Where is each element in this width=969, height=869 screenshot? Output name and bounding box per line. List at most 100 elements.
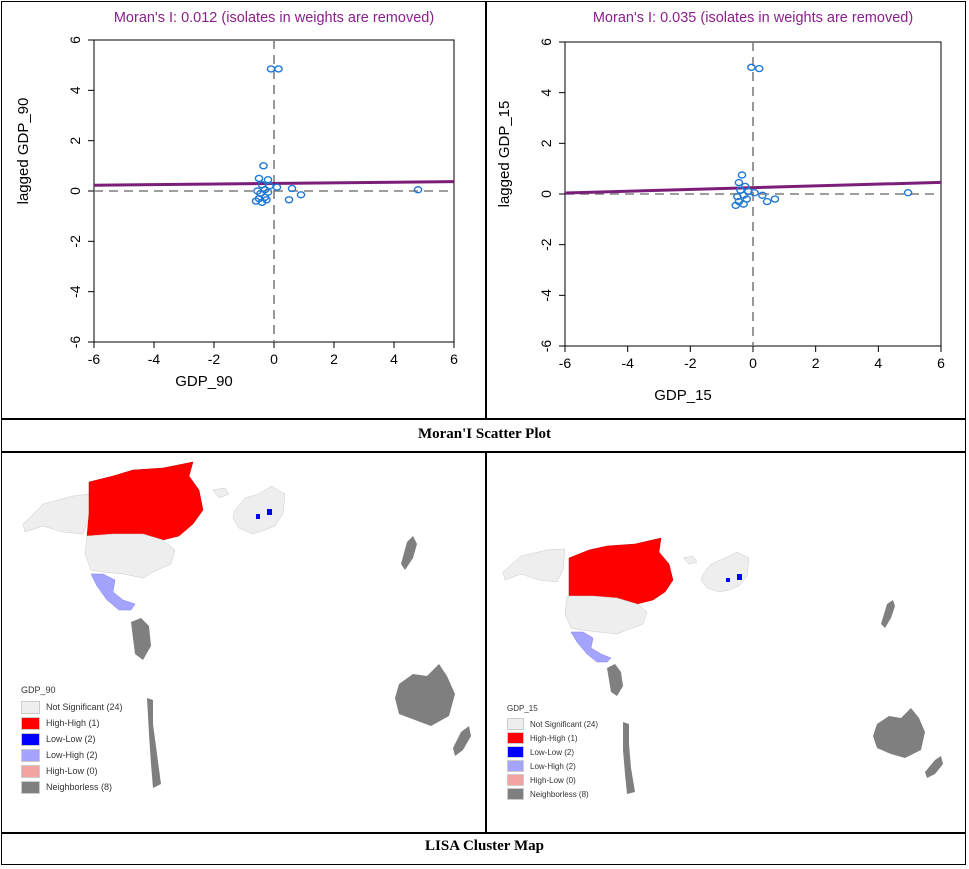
legend-swatch [21, 732, 40, 746]
low-low-region [267, 509, 272, 515]
divider-bottom [485, 451, 487, 832]
data-point [762, 197, 772, 206]
data-point [731, 201, 741, 210]
mexico-region [90, 573, 136, 611]
data-point [754, 64, 764, 73]
divider-caption-bottom [1, 451, 966, 453]
legend-label: Neighborless (8) [46, 782, 113, 792]
japan-region [401, 536, 417, 570]
y-axis-label: lagged GDP_15 [496, 101, 513, 208]
legend-item: Neighborless (8) [21, 779, 123, 795]
x-tick-label: -6 [559, 355, 572, 371]
x-tick-label: -6 [88, 351, 101, 367]
legend-swatch [21, 716, 40, 730]
x-tick-label: -2 [684, 355, 697, 371]
x-tick-label: 6 [450, 351, 458, 367]
data-point [284, 196, 294, 204]
greenland-region [212, 487, 230, 499]
alaska-region [22, 493, 92, 535]
new-zealand-region [453, 726, 471, 756]
map-legend: GDP_90 Not Significant (24) High-High (1… [21, 685, 123, 795]
usa-region [564, 595, 648, 635]
legend-item: High-High (1) [507, 731, 598, 745]
usa-region [84, 533, 176, 579]
divider-top [485, 1, 487, 419]
y-tick-label: 6 [538, 38, 554, 46]
map-svg-gdp15 [502, 537, 943, 794]
legend-item: Not Significant (24) [507, 717, 598, 731]
data-point [413, 186, 423, 194]
new-zealand-region [925, 756, 943, 778]
data-point [758, 191, 767, 199]
moran-scatter-gdp90: -6 -4 -2 0 2 4 6 -6 -4 -2 0 2 4 6 Moran's I: 0.012 (is… [4, 4, 482, 416]
low-low-region [737, 574, 742, 580]
lisa-map-gdp15: GDP_15 Not Significant (24) High-High (1… [489, 454, 963, 830]
scatter-svg-gdp90: -6 -4 -2 0 2 4 6 -6 -4 -2 0 2 4 6 Moran's I: 0.012 (is… [15, 10, 458, 390]
japan-region [881, 600, 895, 628]
x-axis-label: GDP_15 [654, 387, 712, 404]
x-tick-label: 0 [749, 355, 757, 371]
regression-line [93, 180, 455, 187]
legend-label: High-Low (0) [46, 766, 98, 776]
legend-label: High-Low (0) [530, 775, 576, 785]
y-tick-label: 4 [538, 89, 554, 97]
legend-swatch [507, 746, 524, 758]
legend-label: Low-High (2) [46, 750, 98, 760]
canada-region [86, 461, 204, 541]
x-tick-label: -2 [208, 351, 221, 367]
scatter-caption: Moran'I Scatter Plot [417, 426, 552, 442]
legend-label: Low-Low (2) [530, 747, 575, 757]
plot-title: Moran's I: 0.035 (isolates in weights ar… [593, 10, 913, 26]
y-tick-label: -4 [67, 285, 83, 298]
data-point [296, 191, 306, 199]
legend-swatch [21, 700, 40, 714]
data-point [263, 175, 273, 184]
x-tick-label: 2 [330, 351, 338, 367]
legend-swatch [507, 760, 524, 772]
y-tick-label: 4 [67, 86, 83, 94]
y-tick-label: -4 [538, 289, 554, 302]
legend-label: Low-High (2) [530, 761, 576, 771]
x-axis-label: GDP_90 [175, 373, 233, 390]
regression-line [564, 180, 942, 195]
australia-region [395, 664, 455, 726]
legend-label: Low-Low (2) [46, 734, 96, 744]
low-low-region [256, 514, 260, 519]
europe-region [700, 551, 750, 593]
data-point [274, 65, 283, 73]
canada-region [568, 537, 674, 605]
data-point [747, 63, 756, 72]
data-point [903, 189, 913, 197]
legend-label: High-High (1) [530, 733, 578, 743]
mexico-region [570, 631, 612, 663]
plot-title: Moran's I: 0.012 (isolates in weights ar… [114, 10, 434, 26]
data-point [734, 178, 744, 187]
y-tick-label: 2 [538, 139, 554, 147]
legend-swatch [21, 764, 40, 778]
data-point [254, 174, 264, 183]
data-point [737, 171, 747, 179]
y-tick-label: -6 [67, 336, 83, 349]
chile-region [147, 698, 161, 788]
x-tick-label: 2 [812, 355, 820, 371]
x-tick-label: 4 [874, 355, 882, 371]
alaska-region [502, 548, 566, 583]
x-tick-label: 4 [390, 351, 398, 367]
chile-region [623, 722, 635, 794]
legend-label: Neighborless (8) [530, 789, 589, 799]
data-point [770, 195, 780, 203]
legend-item: Not Significant (24) [21, 699, 123, 715]
y-tick-label: 6 [67, 36, 83, 44]
colombia-region [607, 664, 623, 696]
data-point [739, 200, 748, 208]
data-point [251, 197, 261, 205]
legend-swatch [21, 748, 40, 762]
y-tick-label: 0 [538, 190, 554, 198]
legend-item: Neighborless (8) [507, 787, 598, 801]
legend-swatch [507, 774, 524, 786]
lisa-caption: LISA Cluster Map [425, 838, 544, 854]
divider-caption-lisa [1, 832, 966, 834]
divider-caption-top [1, 418, 966, 420]
y-tick-label: -2 [538, 238, 554, 251]
